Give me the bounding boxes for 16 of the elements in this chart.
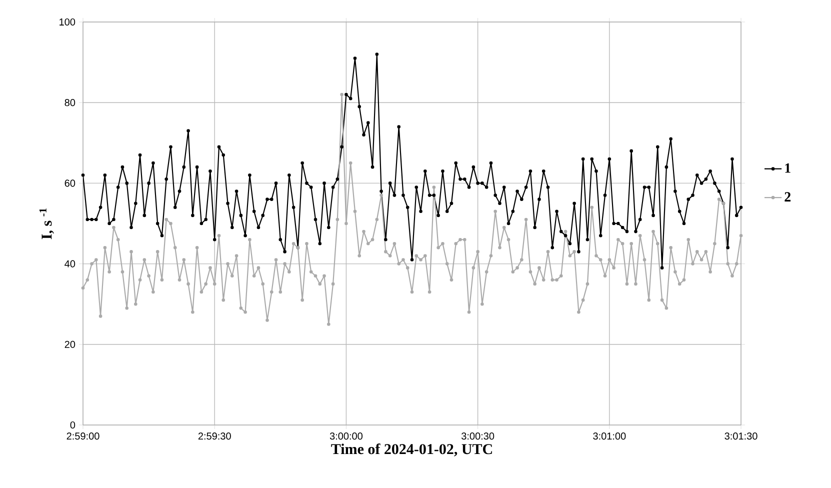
y-tick-label: 20 bbox=[64, 340, 76, 348]
x-tick-label: 3:00:00 bbox=[330, 432, 362, 440]
y-tick-label: 60 bbox=[64, 180, 76, 187]
x-tick-label: 3:01:00 bbox=[593, 432, 626, 440]
x-tick-label: 2:59:30 bbox=[198, 432, 231, 440]
legend-label: 2 bbox=[784, 192, 791, 202]
y-tick-label: 40 bbox=[64, 260, 76, 268]
x-axis-title: Time of 2024-01-02, UTC bbox=[331, 443, 492, 456]
x-tick-label: 3:01:30 bbox=[724, 432, 758, 440]
y-axis-title: I, s $^{-1}$ bbox=[39, 208, 54, 240]
y-tick-label: 80 bbox=[64, 99, 76, 106]
legend-label: 1 bbox=[785, 163, 790, 173]
y-tick-label: 0 bbox=[70, 421, 76, 429]
y-tick-label: 100 bbox=[60, 18, 76, 26]
x-tick-label: 2:59:00 bbox=[66, 432, 100, 440]
x-tick-label: 3:00:30 bbox=[461, 432, 494, 440]
